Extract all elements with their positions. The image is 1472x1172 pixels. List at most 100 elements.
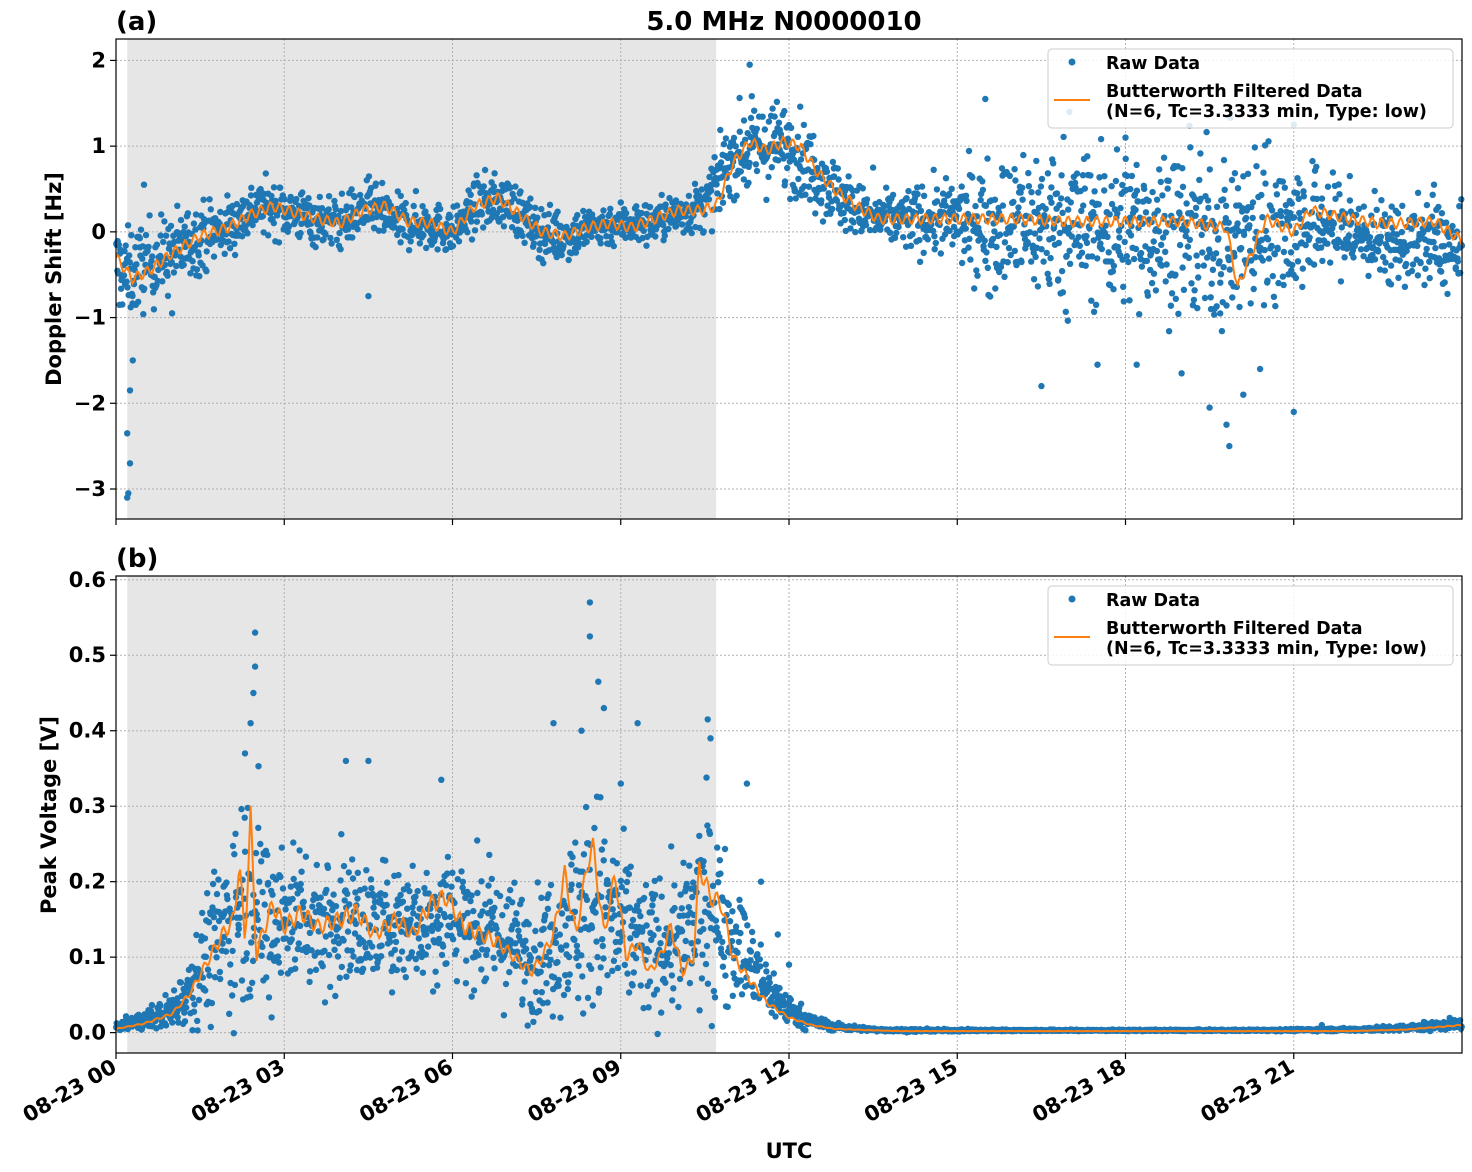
raw-data-point	[324, 864, 332, 871]
raw-data-point	[1097, 135, 1105, 143]
raw-data-point	[346, 901, 353, 908]
raw-data-point	[987, 293, 994, 300]
raw-data-point	[708, 1022, 715, 1030]
raw-data-point	[688, 940, 695, 947]
raw-data-point	[656, 875, 663, 882]
raw-data-point	[367, 954, 374, 961]
raw-data-point	[747, 957, 754, 964]
raw-data-point	[189, 994, 196, 1002]
raw-data-point	[1018, 258, 1025, 266]
raw-data-point	[580, 851, 588, 858]
raw-data-point	[457, 929, 464, 936]
raw-data-point	[378, 942, 385, 949]
raw-data-point	[278, 844, 285, 851]
raw-data-point	[546, 201, 554, 208]
raw-data-point	[1059, 289, 1067, 296]
raw-data-point	[833, 197, 841, 204]
raw-data-point	[279, 885, 287, 892]
raw-data-point	[521, 978, 528, 985]
raw-data-point	[1223, 302, 1230, 309]
raw-data-point	[493, 210, 501, 217]
raw-data-point	[1193, 252, 1200, 259]
raw-data-point	[1271, 251, 1279, 258]
raw-data-point	[239, 233, 246, 240]
raw-data-point	[162, 232, 170, 239]
raw-data-point	[1042, 205, 1049, 212]
raw-data-point	[263, 935, 270, 942]
raw-data-point	[795, 175, 802, 183]
raw-data-point	[316, 193, 323, 201]
raw-data-point	[1034, 283, 1042, 290]
raw-data-point	[184, 210, 192, 217]
raw-data-point	[341, 897, 348, 904]
raw-data-point	[1108, 183, 1115, 190]
raw-data-point	[1150, 270, 1158, 277]
raw-data-point	[1357, 246, 1365, 253]
raw-data-point	[1177, 192, 1184, 199]
raw-data-point	[1083, 232, 1090, 240]
raw-data-point	[616, 938, 624, 945]
raw-data-point	[1215, 235, 1222, 242]
raw-data-point	[717, 126, 724, 134]
raw-data-point	[1246, 222, 1253, 229]
raw-data-point	[210, 253, 218, 260]
raw-data-point	[973, 267, 980, 274]
raw-data-point	[160, 238, 167, 246]
raw-data-point	[651, 877, 658, 885]
raw-data-point	[1038, 382, 1045, 390]
raw-data-point	[1330, 220, 1338, 227]
raw-data-point	[259, 943, 266, 951]
raw-data-point	[1040, 258, 1047, 265]
raw-data-point	[254, 916, 261, 923]
raw-data-point	[242, 955, 250, 963]
raw-data-point	[941, 197, 948, 204]
raw-data-point	[711, 154, 718, 161]
raw-data-point	[432, 231, 439, 239]
raw-data-point	[740, 176, 747, 183]
raw-data-point	[514, 217, 521, 224]
raw-data-point	[1165, 328, 1173, 335]
raw-data-point	[437, 921, 444, 929]
raw-data-point	[1434, 229, 1441, 236]
raw-data-point	[958, 183, 965, 190]
raw-data-point	[1058, 267, 1066, 275]
raw-data-point	[1282, 202, 1290, 209]
raw-data-point	[297, 880, 304, 888]
raw-data-point	[765, 173, 772, 181]
raw-data-point	[555, 982, 562, 989]
raw-data-point	[1196, 176, 1203, 184]
raw-data-point	[1259, 257, 1267, 264]
raw-data-point	[1205, 204, 1212, 212]
raw-data-point	[296, 922, 304, 929]
raw-data-point	[258, 858, 265, 865]
doppler-filtered-series	[115, 135, 1463, 288]
raw-data-point	[866, 226, 874, 234]
raw-data-point	[914, 190, 921, 198]
raw-data-point	[658, 191, 665, 199]
raw-data-point	[769, 105, 776, 112]
raw-data-point	[773, 98, 781, 106]
raw-data-point	[511, 879, 518, 886]
raw-data-point	[483, 946, 491, 954]
raw-data-point	[295, 940, 302, 947]
raw-data-point	[1207, 250, 1214, 257]
raw-data-point	[502, 980, 510, 988]
raw-data-point	[402, 199, 409, 207]
raw-data-point	[340, 862, 348, 870]
raw-data-point	[449, 869, 456, 876]
raw-data-point	[146, 212, 153, 219]
raw-data-point	[756, 956, 763, 963]
raw-data-point	[669, 997, 676, 1004]
raw-data-point	[772, 1013, 779, 1020]
raw-data-point	[375, 227, 383, 234]
raw-data-point	[1258, 191, 1265, 199]
raw-data-point	[989, 235, 997, 243]
raw-data-point	[405, 247, 413, 254]
raw-data-point	[1375, 248, 1382, 255]
raw-data-point	[1120, 283, 1127, 290]
raw-data-point	[478, 966, 485, 973]
raw-data-point	[1377, 233, 1385, 240]
raw-data-point	[560, 242, 567, 250]
raw-data-point	[235, 925, 242, 932]
raw-data-point	[623, 878, 631, 886]
